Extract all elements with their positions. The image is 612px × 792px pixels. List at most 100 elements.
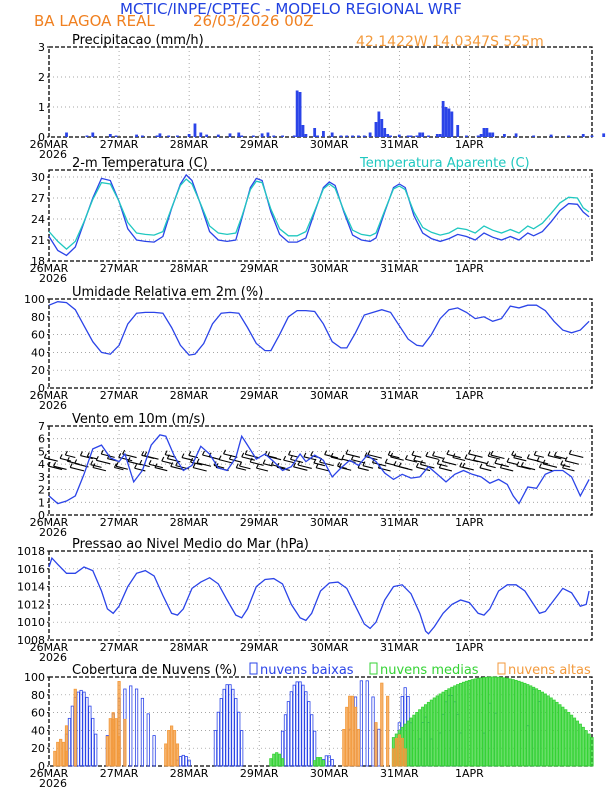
wind-barb-flag bbox=[547, 451, 551, 456]
wind-barb bbox=[134, 467, 146, 472]
cloud-bar-green bbox=[438, 693, 442, 767]
cloud-bar-orange bbox=[351, 695, 355, 767]
precip-bar bbox=[362, 135, 366, 137]
location-label: BA LAGOA REAL bbox=[34, 12, 155, 30]
cloud-bar-green bbox=[409, 717, 413, 767]
temp-xtick-label: 30MAR bbox=[310, 262, 349, 275]
cloud-bar-green bbox=[315, 757, 320, 767]
precip-bar bbox=[205, 134, 209, 137]
wind-barb bbox=[319, 461, 334, 467]
cloud-bar-green bbox=[313, 760, 317, 767]
wind-barb-flag bbox=[520, 462, 524, 467]
clouds-xtick-label: 27MAR bbox=[100, 767, 139, 780]
wind-barb-flag bbox=[170, 462, 174, 467]
cloud-bar-blue bbox=[216, 711, 220, 767]
precip-bar bbox=[444, 107, 448, 137]
precip-bar bbox=[491, 132, 495, 137]
temp-apparent-legend: Temperatura Aparente (C) bbox=[359, 156, 530, 171]
wind-barb bbox=[521, 465, 536, 471]
wind-barb-flag bbox=[66, 456, 70, 462]
clouds-ytick-label: 60 bbox=[31, 707, 45, 720]
wind-barb bbox=[80, 455, 93, 460]
precip-bar bbox=[415, 135, 419, 137]
wind-barb-flag bbox=[239, 461, 242, 467]
wind-barb-flag bbox=[297, 460, 301, 466]
cloud-bar-orange bbox=[400, 737, 404, 767]
wind-barb-flag bbox=[127, 457, 131, 462]
wind-barb-flag bbox=[288, 450, 292, 456]
page-title: MCTIC/INPE/CPTEC - MODELO REGIONAL WRF bbox=[120, 0, 462, 18]
precip-bar bbox=[155, 135, 159, 137]
rh-frame bbox=[48, 298, 593, 389]
cloud-bar-blue bbox=[82, 691, 86, 767]
wind-barb bbox=[513, 457, 527, 462]
wind-barb-flag bbox=[235, 463, 239, 468]
cloud-bar-blue bbox=[187, 759, 191, 767]
wind-barb-flag bbox=[289, 455, 293, 460]
precip-bar bbox=[377, 111, 381, 137]
precip-bar bbox=[167, 135, 171, 137]
precip-bar bbox=[380, 119, 384, 137]
precip-bar bbox=[339, 135, 343, 137]
wind-barb bbox=[213, 464, 225, 469]
pressure-xtick-label: 31MAR bbox=[380, 641, 419, 654]
cloud-bar-green bbox=[549, 697, 553, 767]
rh-ytick-label: 20 bbox=[31, 364, 45, 377]
wind-barb-flag bbox=[404, 454, 408, 460]
wind-ytick-label: 1 bbox=[38, 496, 45, 509]
wind-barb-flag bbox=[462, 462, 466, 468]
cloud-bar-blue bbox=[324, 755, 328, 767]
wind-barb bbox=[263, 463, 273, 467]
cloud-bar-orange bbox=[73, 688, 77, 767]
temp-ytick-label: 24 bbox=[31, 213, 45, 226]
precip-bar bbox=[357, 135, 360, 137]
wind-barb bbox=[390, 456, 404, 461]
precip-bar bbox=[322, 131, 325, 137]
cloud-bar-green bbox=[575, 720, 580, 767]
pressure-series-blue bbox=[48, 556, 590, 635]
wind-barb-flag bbox=[192, 463, 196, 468]
precip-bar bbox=[421, 132, 425, 137]
temp-xtick-label: 27MAR bbox=[100, 262, 139, 275]
legend-swatch bbox=[497, 662, 506, 675]
cloud-bar-orange bbox=[172, 730, 177, 767]
clouds-xtick-label: 1APR bbox=[455, 767, 484, 780]
wind-ytick-label: 4 bbox=[38, 458, 45, 471]
cloud-bar-blue bbox=[231, 688, 235, 767]
cloud-bar-green bbox=[275, 752, 279, 767]
wind-barb-flag bbox=[387, 450, 391, 456]
wind-barb-flag bbox=[244, 450, 248, 455]
cloud-bar-blue bbox=[67, 717, 72, 767]
wind-barb bbox=[372, 462, 387, 467]
wind-barb bbox=[420, 463, 435, 469]
cloud-bar-green bbox=[280, 758, 285, 767]
cloud-bar-green bbox=[418, 709, 422, 767]
cloud-bar-orange bbox=[386, 695, 390, 767]
cloud-bar-orange bbox=[111, 718, 115, 767]
cloud-bar-blue bbox=[283, 714, 288, 767]
precip-bar bbox=[532, 135, 536, 137]
pressure-ytick-label: 1018 bbox=[17, 545, 45, 558]
precip-bar bbox=[482, 128, 486, 137]
temp-xtick-label: 1APR bbox=[455, 262, 484, 275]
cloud-bar-blue bbox=[91, 717, 95, 767]
clouds-title: Cobertura de Nuvens (%) bbox=[72, 663, 237, 678]
wind-barb-flag bbox=[533, 450, 537, 456]
precip-bar bbox=[345, 135, 349, 137]
wind-barb-flag bbox=[345, 449, 349, 455]
precip-bar bbox=[447, 108, 451, 137]
cloud-bar-orange bbox=[356, 729, 361, 767]
temp-series-blue bbox=[48, 173, 590, 257]
pressure-ytick-label: 1014 bbox=[17, 581, 45, 594]
wind-barb bbox=[313, 462, 326, 467]
wind-xtick-label: 28MAR bbox=[170, 516, 209, 529]
cloud-bar-green bbox=[432, 697, 436, 767]
wind-barb bbox=[70, 466, 85, 472]
wind-barb bbox=[316, 467, 330, 472]
wind-barb bbox=[534, 454, 544, 458]
wind-barb-flag bbox=[241, 452, 245, 458]
wind-barb-flag bbox=[511, 450, 515, 456]
wind-barb bbox=[488, 455, 501, 460]
wind-barb-flag bbox=[364, 452, 368, 457]
